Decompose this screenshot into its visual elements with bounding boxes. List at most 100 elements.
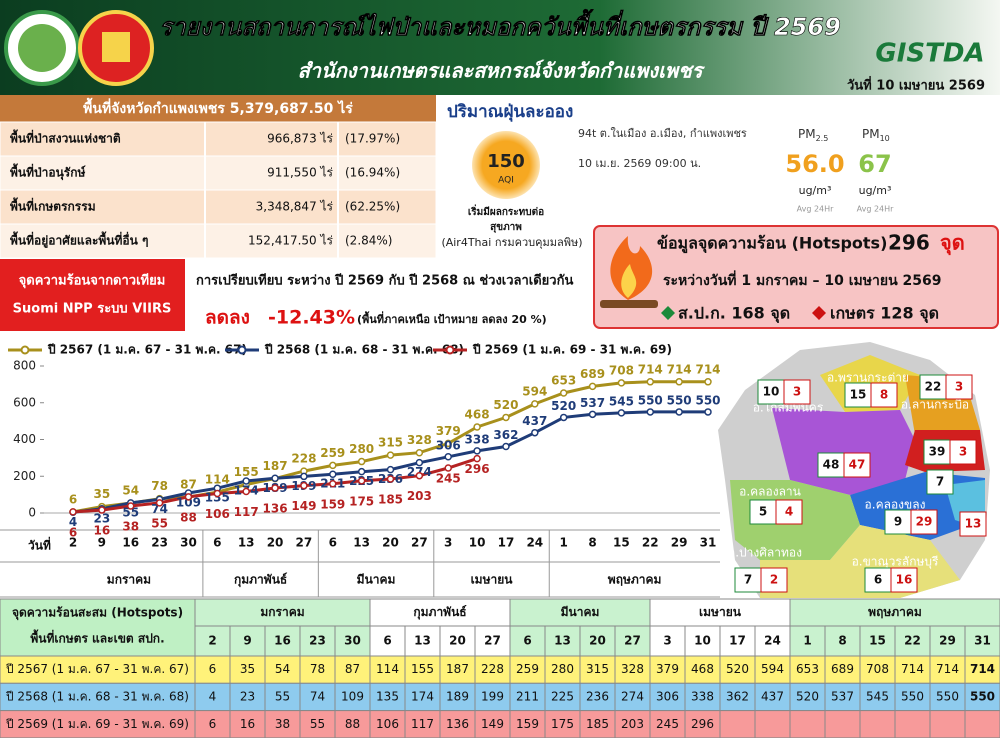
table-value: 6 [209, 717, 217, 731]
data-label: 328 [407, 433, 432, 447]
table-value: 362 [726, 689, 749, 703]
data-label: 6 [69, 492, 77, 506]
satellite-box [0, 259, 185, 331]
table-cell [439, 710, 476, 738]
x-tick-label: 2 [69, 536, 77, 550]
table-value: 189 [446, 689, 469, 703]
table-value: 203 [621, 717, 644, 731]
kaset-count: 13 [965, 517, 982, 531]
point [675, 408, 683, 416]
data-label: 35 [94, 487, 111, 501]
day-header: 6 [383, 634, 391, 648]
x-tick-label: 3 [444, 536, 452, 550]
x-tick-label: 6 [329, 536, 337, 550]
pm25-label: PM2.5 [798, 127, 828, 143]
point [646, 378, 655, 386]
x-tick-label: 13 [238, 536, 255, 550]
data-label: 306 [436, 438, 461, 452]
kaset-count: 3 [959, 445, 967, 459]
kaset-box [843, 452, 871, 478]
pm25-label: PM [798, 127, 816, 141]
table-value: 87 [345, 662, 360, 676]
table-value: 537 [831, 689, 854, 703]
area-percent: (62.25%) [345, 200, 400, 214]
x-tick-label: 30 [180, 536, 197, 550]
data-label: 78 [151, 479, 168, 493]
table-cell [544, 710, 581, 738]
x-tick-label: 20 [382, 536, 399, 550]
data-label: 117 [234, 505, 259, 519]
table-cell [929, 682, 966, 712]
district-name: อ.คลองลาน [739, 485, 801, 499]
spk-count: 5 [759, 505, 767, 519]
kaset-box [870, 382, 898, 408]
table-cell [404, 682, 441, 712]
area-percent: (16.94%) [345, 166, 400, 180]
data-label: 545 [609, 394, 634, 408]
table-cell [754, 682, 791, 712]
day-header-cell [824, 625, 861, 657]
data-label: 228 [291, 452, 316, 466]
data-label: 6 [69, 525, 77, 539]
pm25-note: Avg 24Hr [797, 205, 835, 214]
table-value: 78 [310, 662, 325, 676]
data-label: 55 [122, 505, 139, 519]
table-value: 114 [376, 662, 399, 676]
point [415, 458, 424, 467]
point [213, 489, 222, 498]
table-cell [824, 710, 861, 738]
spk-box [919, 374, 947, 400]
hotspot-total: 296 [888, 231, 930, 255]
area-value: 911,550 ไร่ [267, 166, 333, 180]
table-value: 236 [586, 689, 609, 703]
table-value: 228 [481, 662, 504, 676]
point [300, 481, 308, 490]
point [415, 471, 424, 480]
district-name: อ.ลานกระบือ [901, 398, 969, 412]
table-value: 199 [481, 689, 504, 703]
legend-marker [20, 345, 30, 355]
month-header: กุมภาพันธ์ [413, 605, 466, 620]
hotspot-unit: จุด [940, 231, 965, 256]
data-label: 537 [580, 396, 605, 410]
table-cell [859, 682, 896, 712]
kaset-box [910, 509, 938, 535]
kaset-count: 4 [785, 505, 793, 519]
table-cell [719, 710, 756, 738]
month-header-cell [194, 598, 371, 627]
point [502, 413, 510, 422]
table-value: 550 [901, 689, 924, 703]
point [329, 470, 337, 478]
logo-text: GISTDA [875, 39, 984, 69]
data-label: 155 [234, 465, 259, 479]
day-header: 1 [803, 634, 811, 648]
table-value: 520 [796, 689, 819, 703]
table-cell [789, 682, 826, 712]
table-value: 245 [656, 717, 679, 731]
area-header-bg [0, 95, 436, 122]
x-tick-label: 23 [151, 536, 168, 550]
table-value: 315 [586, 662, 609, 676]
table-value: 185 [586, 717, 609, 731]
point [617, 409, 626, 417]
day-header: 10 [694, 634, 711, 648]
day-header: 16 [274, 634, 291, 648]
pm25-unit: ug/m³ [799, 184, 832, 197]
point [531, 400, 539, 408]
change-label: ลดลง [205, 307, 250, 329]
table-cell [579, 682, 616, 712]
point [271, 484, 279, 492]
day-header-cell [649, 625, 686, 657]
area-percent: (2.84%) [345, 234, 392, 248]
table-value: 296 [691, 717, 714, 731]
data-label: 38 [122, 520, 139, 534]
data-label: 520 [493, 398, 518, 412]
table-value: 88 [345, 717, 360, 731]
data-label: 88 [180, 510, 197, 524]
x-tick-label: 6 [213, 536, 221, 550]
data-label: 714 [695, 362, 720, 376]
row-header: ปี 2568 (1 ม.ค. 68 - 31 พ.ค. 68) [5, 689, 189, 703]
point [357, 467, 366, 476]
day-header-cell [439, 625, 476, 657]
